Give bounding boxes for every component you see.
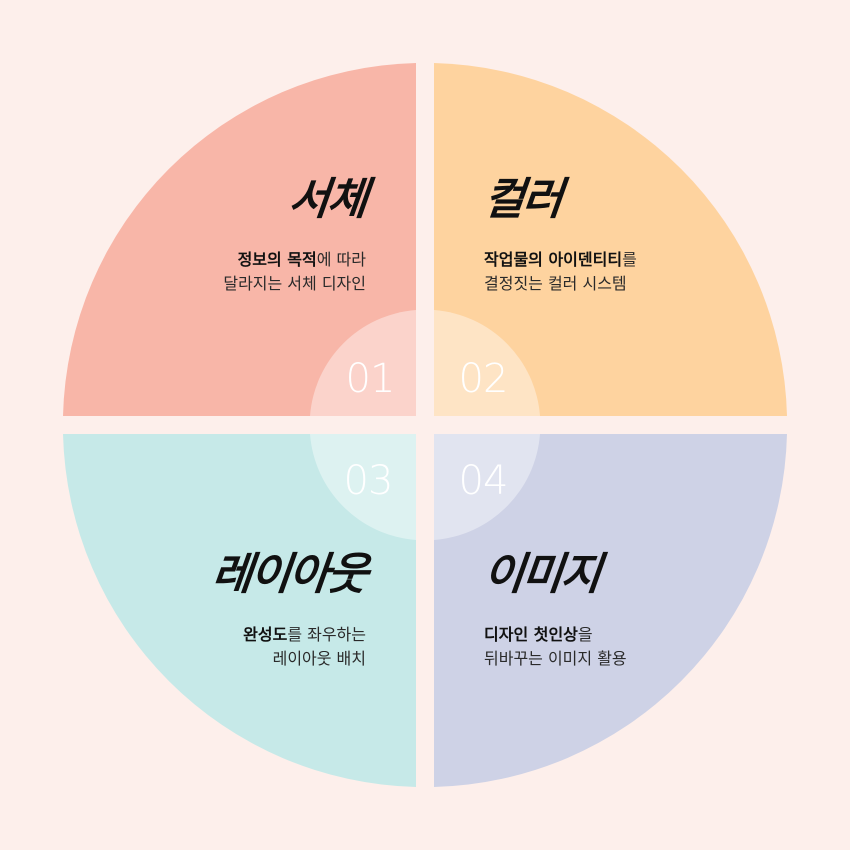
quadrant-1-title: 서체 [286, 174, 369, 225]
quadrant-4-number: 04 [459, 458, 508, 504]
quadrant-4-shape [434, 434, 787, 787]
quadrant-3-desc-rest: 를 좌우하는 [287, 625, 366, 644]
center-circle-q2 [434, 310, 540, 416]
quadrant-1-desc-bold: 정보의 목적 [237, 250, 317, 269]
quadrant-2-shape [434, 63, 787, 416]
quadrant-3-title: 레이아웃 [209, 549, 369, 600]
quadrant-3-desc-line2: 레이아웃 배치 [272, 649, 366, 668]
quadrant-4-desc-bold: 디자인 첫인상 [484, 625, 578, 644]
quadrant-4-description: 디자인 첫인상을 뒤바꾸는 이미지 활용 [484, 623, 784, 671]
quadrant-2-text: 컬러 작업물의 아이덴티티를 결정짓는 컬러 시스템 [481, 174, 784, 296]
quadrant-1-description: 정보의 목적에 따라 달라지는 서체 디자인 [66, 248, 366, 296]
quadrant-3-shape [63, 434, 416, 787]
quadrant-1-number: 01 [346, 356, 395, 402]
quadrant-3-number: 03 [344, 458, 393, 504]
quadrant-3-desc-bold: 완성도 [243, 625, 288, 644]
quadrant-2-number: 02 [459, 356, 508, 402]
center-circle-q1 [310, 310, 416, 416]
quadrant-3-description: 완성도를 좌우하는 레이아웃 배치 [66, 623, 366, 671]
center-circle-q4 [434, 434, 540, 540]
quadrant-2-desc-rest: 를 [622, 250, 637, 269]
center-circle-q3 [310, 434, 416, 540]
quadrant-4-title: 이미지 [481, 549, 603, 600]
quadrant-4-desc-line2: 뒤바꾸는 이미지 활용 [484, 649, 627, 668]
quadrant-4-desc-rest: 을 [577, 625, 593, 644]
quadrant-2-description: 작업물의 아이덴티티를 결정짓는 컬러 시스템 [484, 248, 784, 296]
quadrant-1-desc-rest: 에 따라 [316, 250, 366, 269]
quadrant-3-text: 레이아웃 완성도를 좌우하는 레이아웃 배치 [66, 549, 369, 671]
quadrant-4-text: 이미지 디자인 첫인상을 뒤바꾸는 이미지 활용 [481, 549, 784, 671]
quadrant-1-desc-line2: 달라지는 서체 디자인 [223, 274, 366, 293]
quadrant-2-title: 컬러 [481, 174, 564, 225]
quadrant-1-text: 서체 정보의 목적에 따라 달라지는 서체 디자인 [66, 174, 369, 296]
quadrant-2-desc-line2: 결정짓는 컬러 시스템 [484, 274, 627, 293]
quadrant-2-desc-bold: 작업물의 아이덴티티 [484, 250, 623, 269]
quadrant-1-shape [63, 63, 416, 416]
